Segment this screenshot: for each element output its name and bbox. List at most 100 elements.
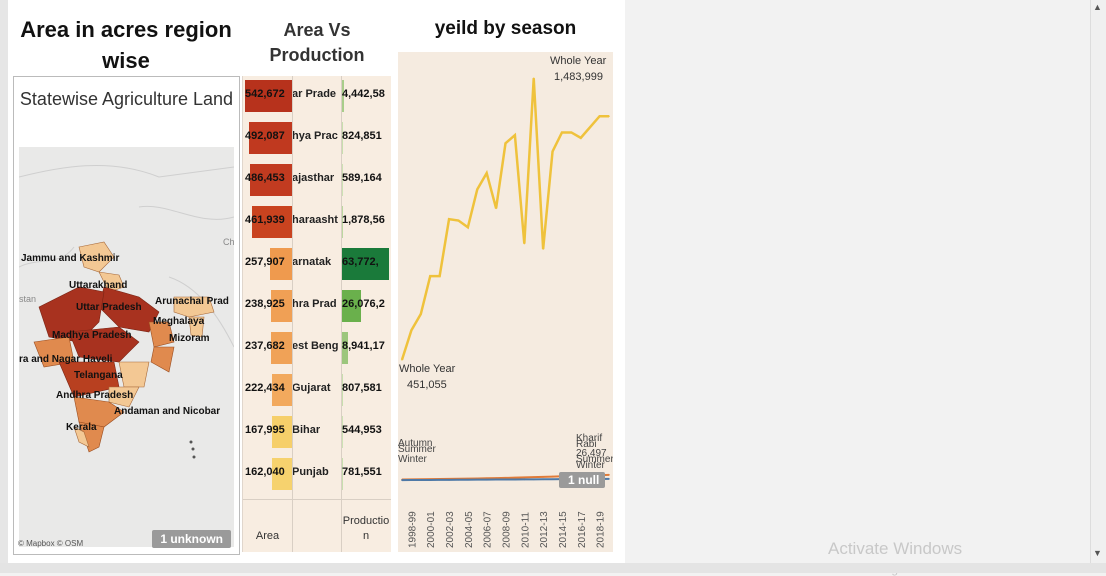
production-bar[interactable] xyxy=(341,206,343,238)
area-value: 257,907 xyxy=(245,256,285,268)
area-production-table: 542,672 ar Prade 4,442,58 492,087 hya Prac 82… xyxy=(242,76,391,552)
yield-line-chart[interactable]: Whole Year 451,055 Whole Year 1,483,999 Autu… xyxy=(398,52,614,552)
null-badge xyxy=(559,472,605,488)
table-row[interactable]: 167,995 Bihar 544,953 xyxy=(243,412,391,454)
data-point xyxy=(485,172,488,174)
region-name: ajasthar xyxy=(292,172,335,184)
data-point xyxy=(504,478,507,481)
region-madhya-pradesh[interactable] xyxy=(68,326,140,363)
table-row[interactable]: 486,453 ajasthar 589,164 xyxy=(243,160,391,202)
area-bar[interactable] xyxy=(272,416,292,448)
x-tick-label: 2004-05 xyxy=(464,511,475,548)
india-map[interactable]: Jammu and Kashmir Uttarakhand Uttar Prad… xyxy=(19,147,234,547)
table-row[interactable]: 162,040 Punjab 781,551 xyxy=(243,454,391,496)
region-name: Punjab xyxy=(292,466,329,478)
annotation-label: Whole Year xyxy=(550,55,607,67)
region-rajasthan[interactable] xyxy=(38,286,105,343)
vertical-scrollbar[interactable] xyxy=(1090,0,1106,563)
bottom-scrollbar[interactable] xyxy=(0,563,1106,573)
production-bar[interactable] xyxy=(341,332,348,364)
data-point xyxy=(429,275,432,277)
region-uttarakhand[interactable] xyxy=(98,271,125,293)
production-value: 1,878,56 xyxy=(342,214,385,226)
x-tick-label: 2016-17 xyxy=(577,511,588,548)
production-bar[interactable] xyxy=(341,248,389,280)
chart-svg: Whole Year 451,055 Whole Year 1,483,999 Autu… xyxy=(398,52,614,552)
map-label: Arunachal Prad xyxy=(155,296,229,307)
data-point xyxy=(514,134,516,136)
x-tick-label: 2002-03 xyxy=(445,511,456,548)
data-point xyxy=(495,478,497,481)
data-point xyxy=(476,188,479,191)
unknown-badge[interactable]: 1 unknown xyxy=(152,530,231,548)
data-point xyxy=(532,478,535,481)
production-bar[interactable] xyxy=(341,80,345,112)
region-mizoram[interactable] xyxy=(188,316,205,338)
header-divider xyxy=(243,499,391,500)
x-tick-label: 2010-11 xyxy=(520,512,531,548)
region-name: hra Prad xyxy=(292,298,337,310)
production-value: 4,442,58 xyxy=(342,88,385,100)
area-bar[interactable] xyxy=(249,164,292,196)
column-divider xyxy=(292,76,293,552)
region-name: ar Prade xyxy=(292,88,337,100)
table-row[interactable]: 492,087 hya Prac 824,851 xyxy=(243,118,391,160)
area-value: 238,925 xyxy=(245,298,285,310)
production-bar[interactable] xyxy=(341,122,343,154)
table-row[interactable]: 237,682 est Beng 8,941,17 xyxy=(243,328,391,370)
production-bar[interactable] xyxy=(341,374,343,406)
region-karnataka-andhra[interactable] xyxy=(73,396,125,428)
area-value: 461,939 xyxy=(245,214,285,226)
table-row[interactable]: 222,434 Gujarat 807,581 xyxy=(243,370,391,412)
region-bihar[interactable] xyxy=(148,321,175,348)
scroll-up-icon[interactable]: ▲ xyxy=(1093,2,1102,12)
map-credit: © Mapbox © OSM xyxy=(18,539,84,548)
table-row[interactable]: 257,907 arnatak 63,772, xyxy=(243,244,391,286)
data-point xyxy=(570,131,573,134)
map-card[interactable]: Statewise Agriculture Land xyxy=(13,76,240,555)
area-bar[interactable] xyxy=(269,248,292,280)
area-bar[interactable] xyxy=(271,290,292,322)
x-tick-label: 2012-13 xyxy=(539,511,550,548)
data-point xyxy=(523,476,526,479)
area-bar[interactable] xyxy=(272,374,292,406)
production-value: 781,551 xyxy=(342,466,382,478)
data-point xyxy=(438,479,441,481)
data-point xyxy=(551,150,554,153)
region-jammu-kashmir[interactable] xyxy=(78,241,115,273)
data-point xyxy=(420,313,422,315)
map-label: Kerala xyxy=(66,422,97,433)
data-point xyxy=(523,242,526,245)
data-point xyxy=(542,478,544,481)
map-label: Uttar Pradesh xyxy=(76,302,142,313)
scroll-down-icon[interactable]: ▼ xyxy=(1093,548,1102,558)
region-northeast[interactable] xyxy=(173,296,215,318)
table-row[interactable]: 238,925 hra Prad 26,076,2 xyxy=(243,286,391,328)
series-end-label: Winter xyxy=(576,460,606,471)
table-row[interactable]: 461,939 haraasht 1,878,56 xyxy=(243,202,391,244)
left-edge-strip xyxy=(0,0,8,563)
table-row[interactable]: 542,672 ar Prade 4,442,58 xyxy=(243,76,391,118)
region-chhattisgarh[interactable] xyxy=(118,361,150,388)
area-region-title: Area in acres region wise xyxy=(20,17,232,73)
data-point xyxy=(608,474,610,476)
series-start-label: Autumn xyxy=(398,438,432,449)
production-bar[interactable] xyxy=(341,290,361,322)
data-point xyxy=(589,126,591,128)
region-telangana[interactable] xyxy=(108,386,140,408)
region-west-bengal[interactable] xyxy=(150,346,175,373)
production-bar[interactable] xyxy=(341,458,343,490)
area-bar[interactable] xyxy=(272,458,292,490)
area-bar[interactable] xyxy=(249,122,292,154)
production-bar[interactable] xyxy=(341,164,343,196)
region-name: est Beng xyxy=(292,340,339,352)
data-point xyxy=(514,478,516,481)
production-bar[interactable] xyxy=(341,416,343,448)
area-bar[interactable] xyxy=(245,80,292,112)
region-name: haraasht xyxy=(292,214,338,226)
region-name: Gujarat xyxy=(292,382,331,394)
area-bar[interactable] xyxy=(271,332,292,364)
data-point xyxy=(485,478,488,481)
area-bar[interactable] xyxy=(251,206,292,238)
region-kerala[interactable] xyxy=(73,426,90,448)
